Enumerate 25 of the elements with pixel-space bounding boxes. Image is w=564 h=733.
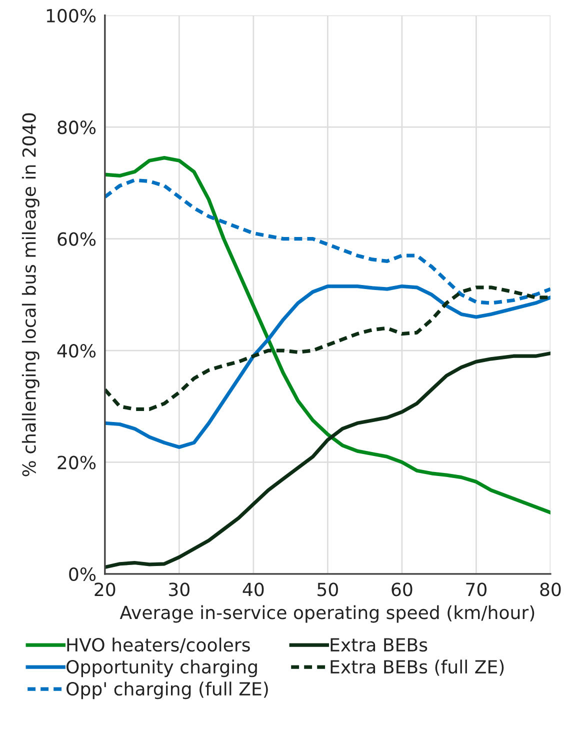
line-series bbox=[104, 178, 550, 305]
x-tick-label: 80 bbox=[540, 582, 561, 596]
y-tick-label: 0% bbox=[69, 567, 96, 582]
line-series bbox=[104, 156, 550, 514]
line-series bbox=[104, 352, 550, 570]
legend-label: Extra BEBs bbox=[330, 638, 428, 652]
legend-label: Extra BEBs (full ZE) bbox=[330, 660, 504, 676]
legend-label: Opp' charging (full ZE) bbox=[66, 682, 268, 700]
x-tick-label: 40 bbox=[242, 582, 264, 596]
legend-label: HVO heaters/coolers bbox=[67, 638, 250, 654]
line-series bbox=[104, 284, 550, 449]
line-series bbox=[104, 286, 550, 411]
x-axis-title: Average in-service operating speed (km/hour) bbox=[120, 605, 534, 623]
x-tick-label: 60 bbox=[392, 582, 412, 596]
y-tick-label: 100% bbox=[46, 8, 96, 23]
x-tick-label: 50 bbox=[318, 582, 338, 596]
y-tick-label: 60% bbox=[58, 232, 96, 246]
legend-label: Opportunity charging bbox=[66, 660, 257, 678]
x-tick-label: 70 bbox=[466, 582, 486, 596]
x-tick-label: 30 bbox=[169, 582, 190, 596]
y-axis-title: % challenging local bus mileage in 2040 bbox=[22, 113, 40, 476]
x-tick-label: 20 bbox=[94, 582, 116, 596]
y-tick-label: 80% bbox=[58, 120, 96, 134]
y-tick-label: 20% bbox=[58, 456, 96, 470]
y-tick-label: 40% bbox=[57, 344, 96, 358]
